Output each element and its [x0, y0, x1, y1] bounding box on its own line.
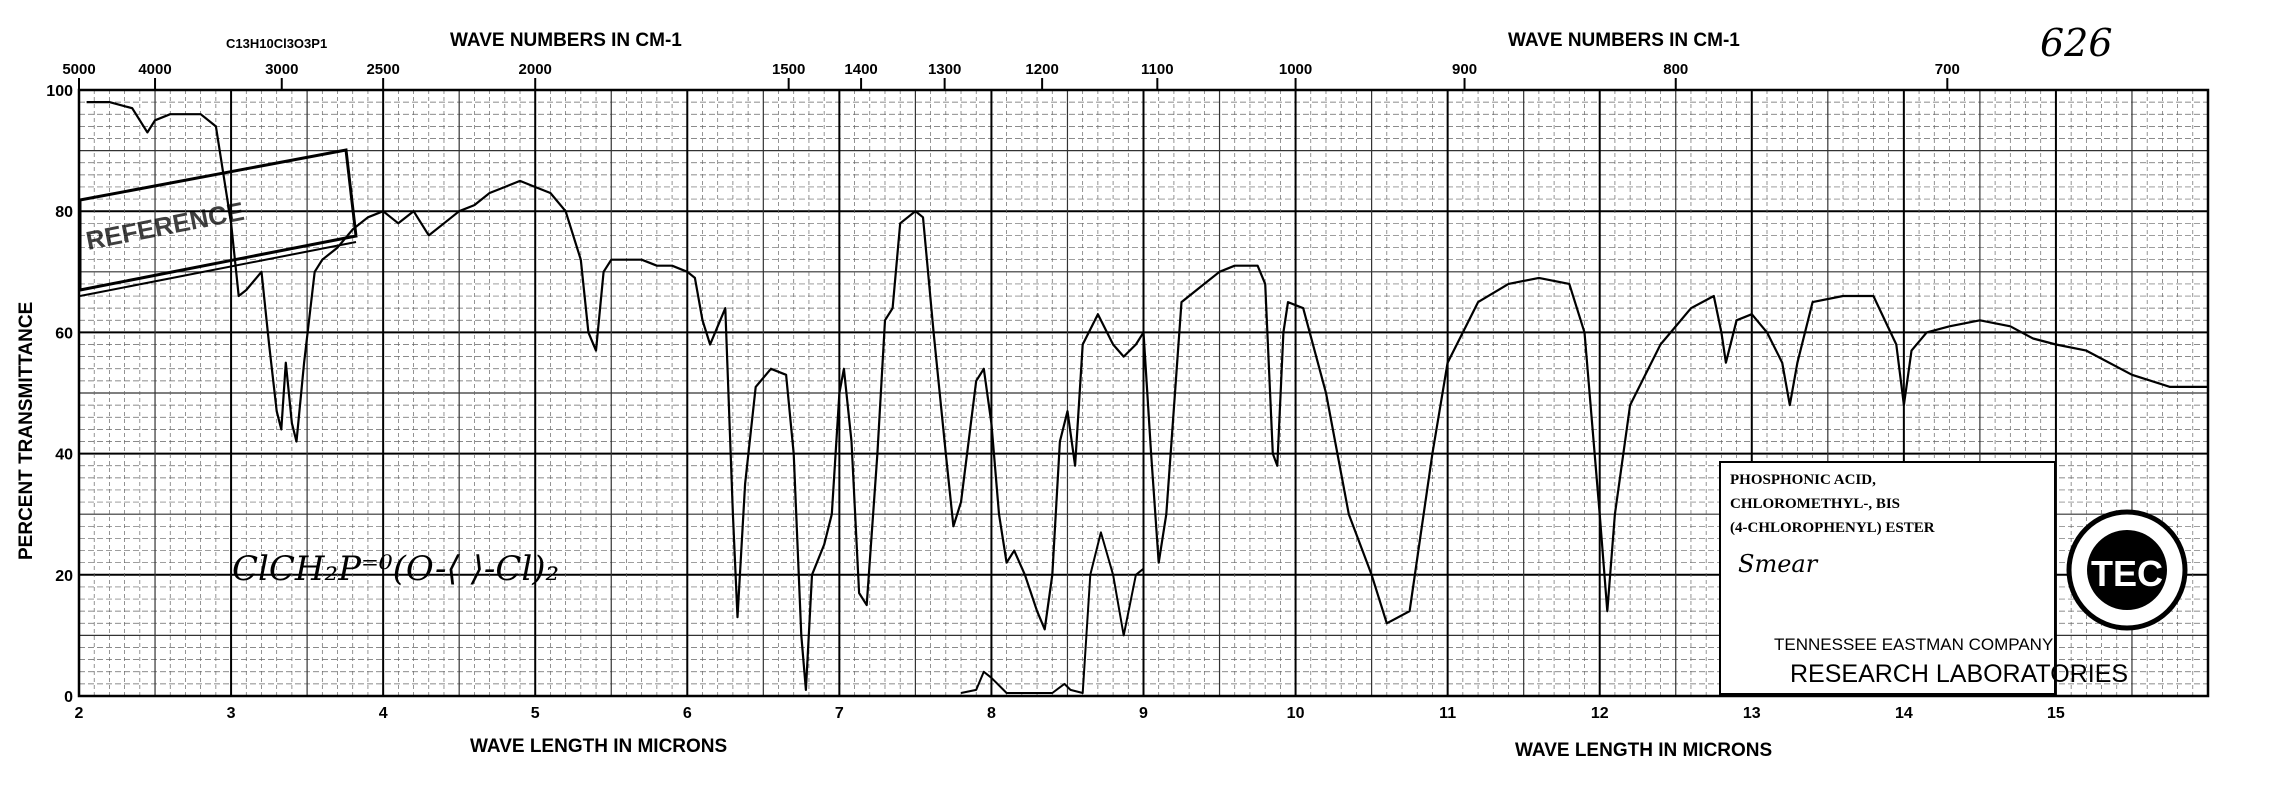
y-tick-label: 100 [46, 83, 73, 100]
y-tick-label: 0 [64, 689, 73, 706]
top-tick-label: 1500 [772, 61, 805, 78]
top-tick-label: 3000 [265, 61, 298, 78]
top-tick-label: 5000 [62, 61, 95, 78]
x-axis-title-right: WAVE LENGTH IN MICRONS [1515, 740, 1772, 761]
x-tick-label: 5 [531, 705, 540, 722]
spectrum-lower-trace [960, 531, 1145, 694]
logo-text: TEC [2091, 553, 2163, 594]
top-axis-title-left: WAVE NUMBERS IN CM-1 [450, 30, 682, 51]
plot-frame [77, 88, 2210, 698]
x-axis-title-left: WAVE LENGTH IN MICRONS [470, 736, 727, 757]
x-tick-label: 7 [835, 705, 844, 722]
top-tick-label: 1100 [1141, 61, 1174, 78]
x-tick-label: 9 [1139, 705, 1148, 722]
sample-note: Smear [1738, 550, 1819, 578]
top-tick-label: 900 [1452, 61, 1477, 78]
company-logo: TEC [2066, 509, 2188, 631]
x-tick-label: 15 [2047, 705, 2065, 722]
x-tick-label: 4 [379, 705, 388, 722]
top-tick-label: 800 [1663, 61, 1688, 78]
compound-name-line2: CHLOROMETHYL-, BIS [1730, 496, 1900, 512]
x-tick-label: 8 [987, 705, 996, 722]
label-box-frame [1719, 461, 2056, 695]
top-tick-label: 1000 [1279, 61, 1312, 78]
top-tick-label: 1400 [844, 61, 877, 78]
compound-name-line3: (4-CHLOROPHENYL) ESTER [1730, 520, 1935, 536]
x-tick-label: 14 [1895, 705, 1913, 722]
top-tick-label: 4000 [138, 61, 171, 78]
compound-name-line1: PHOSPHONIC ACID, [1730, 472, 1876, 488]
top-tick-label: 2000 [519, 61, 552, 78]
compound-label-box: PHOSPHONIC ACID, CHLOROMETHYL-, BIS (4-C… [1719, 461, 2128, 695]
top-axis-title-right: WAVE NUMBERS IN CM-1 [1508, 30, 1740, 51]
top-wavenumber-ticks: 5000 4000 3000 2500 2000 1500 1400 1300 1200 1100… [62, 61, 1960, 90]
stamp-border [78, 148, 358, 292]
top-tick-label: 1300 [928, 61, 961, 78]
x-axis-ticks: 2 3 4 5 6 7 8 9 10 11 12 13 14 15 [75, 705, 2065, 722]
x-tick-label: 12 [1591, 705, 1609, 722]
logo-inner-disc [2087, 530, 2167, 610]
y-tick-label: 20 [55, 568, 73, 585]
company-name: TENNESSEE EASTMAN COMPANY [1774, 635, 2053, 654]
spectrum-line [86, 101, 2208, 691]
x-tick-label: 10 [1287, 705, 1305, 722]
x-tick-label: 3 [227, 705, 236, 722]
y-tick-label: 80 [55, 204, 73, 221]
top-tick-label: 2500 [366, 61, 399, 78]
y-tick-label: 40 [55, 447, 73, 464]
handwritten-structure: ClCH₂P⁼⁰(O-⟨ ⟩-Cl)₂ [232, 549, 559, 589]
y-tick-label: 60 [55, 325, 73, 342]
x-tick-label: 2 [75, 705, 84, 722]
lab-name: RESEARCH LABORATORIES [1790, 660, 2128, 688]
formula-label: C13H10Cl3O3P1 [226, 36, 327, 51]
x-tick-label: 6 [683, 705, 692, 722]
top-tick-label: 1200 [1025, 61, 1058, 78]
top-tick-label: 700 [1935, 61, 1960, 78]
handwritten-number: 626 [2040, 21, 2113, 65]
stamp-text: REFERENCE [83, 196, 246, 256]
stamp-underline [79, 241, 357, 297]
y-axis-ticks: 0 20 40 60 80 100 [46, 83, 73, 706]
x-tick-label: 11 [1439, 705, 1456, 722]
y-axis-title: PERCENT TRANSMITTANCE [16, 302, 37, 560]
x-tick-label: 13 [1743, 705, 1761, 722]
